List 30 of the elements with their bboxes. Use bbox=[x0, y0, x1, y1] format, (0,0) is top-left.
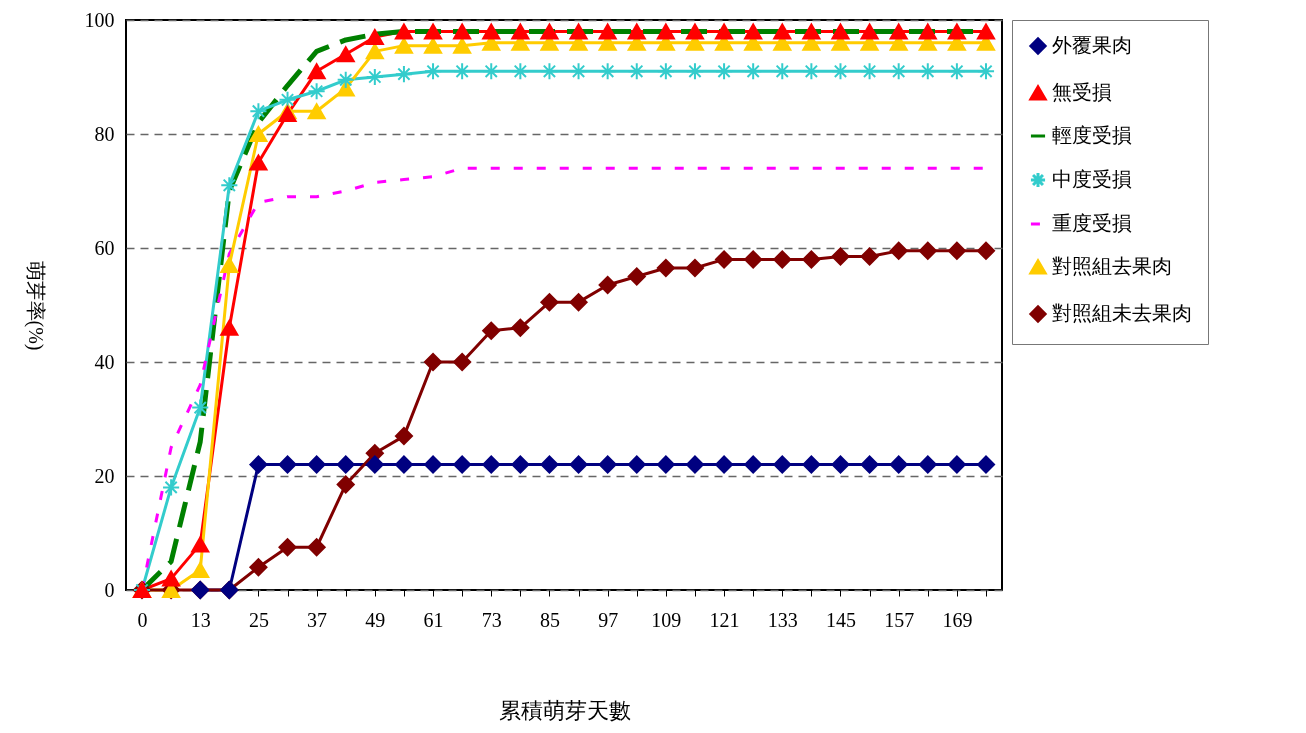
y-tick-label: 60 bbox=[94, 236, 115, 259]
x-tick-label: 61 bbox=[423, 608, 444, 631]
y-tick-label: 20 bbox=[94, 464, 115, 487]
legend-label: 無受損 bbox=[1052, 81, 1112, 103]
y-tick-label: 40 bbox=[94, 350, 115, 373]
legend-label: 外覆果肉 bbox=[1052, 34, 1132, 56]
x-tick-label: 49 bbox=[365, 608, 386, 631]
x-tick-label: 121 bbox=[709, 608, 740, 631]
legend-label: 中度受損 bbox=[1052, 168, 1132, 190]
y-tick-label: 100 bbox=[84, 8, 115, 31]
x-axis-title: 累積萌芽天數 bbox=[498, 697, 631, 723]
x-tick-label: 109 bbox=[651, 608, 682, 631]
x-tick-label: 37 bbox=[307, 608, 328, 631]
x-tick-label: 13 bbox=[190, 608, 211, 631]
x-tick-label: 157 bbox=[884, 608, 915, 631]
x-tick-label: 73 bbox=[481, 608, 502, 631]
legend-label: 輕度受損 bbox=[1052, 124, 1132, 146]
x-tick-label: 85 bbox=[539, 608, 560, 631]
x-tick-label: 97 bbox=[598, 608, 619, 631]
y-tick-label: 0 bbox=[104, 578, 115, 601]
x-tick-label: 133 bbox=[767, 608, 798, 631]
legend-label: 重度受損 bbox=[1052, 212, 1132, 234]
legend-label: 對照組未去果肉 bbox=[1052, 302, 1192, 324]
x-tick-label: 169 bbox=[942, 608, 973, 631]
x-tick-label: 0 bbox=[137, 608, 148, 631]
y-tick-label: 80 bbox=[94, 122, 115, 145]
y-axis-title: 萌芽率(%) bbox=[23, 260, 47, 351]
legend-label: 對照組去果肉 bbox=[1052, 255, 1172, 277]
x-tick-label: 25 bbox=[248, 608, 269, 631]
x-tick-label: 145 bbox=[825, 608, 856, 631]
